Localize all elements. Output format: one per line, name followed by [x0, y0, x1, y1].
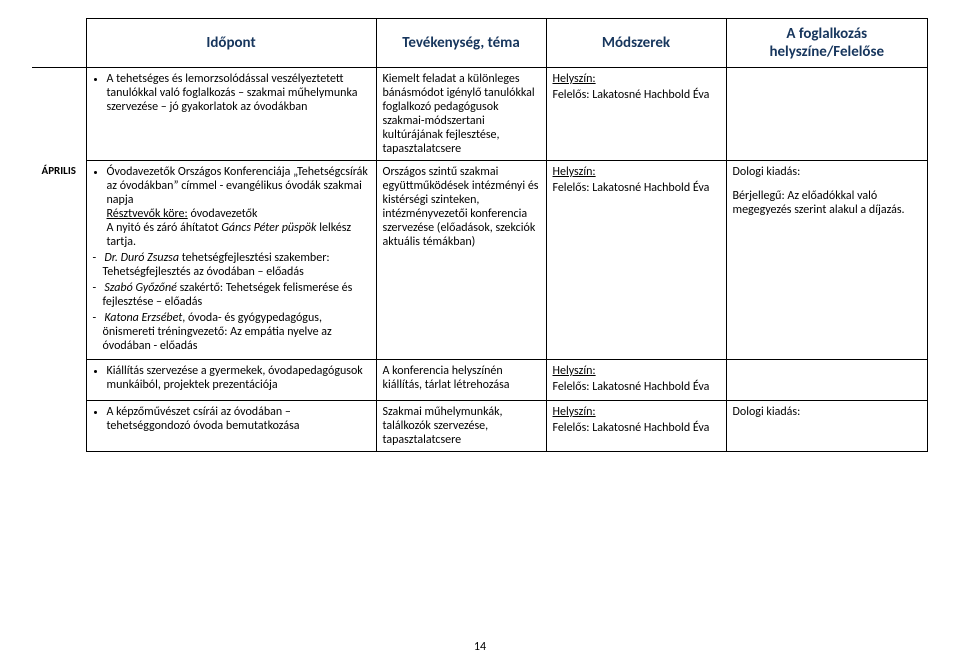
methods-cell: Kiemelt feladat a különleges bánásmódot …: [376, 68, 546, 161]
output-cell: [726, 360, 928, 401]
location-label: Helyszín:: [553, 165, 596, 179]
table-row: A képzőművészet csírái az óvodában – teh…: [32, 401, 928, 452]
location-label: Helyszín:: [553, 364, 596, 378]
output-cell: Dologi kiadás: Bérjellegű: Az előadókkal…: [726, 161, 928, 360]
activity-cell: Kiállítás szervezése a gyermekek, óvodap…: [86, 360, 376, 401]
month-cell-empty: [32, 401, 86, 452]
responsible-text: Felelős: Lakatosné Hachbold Éva: [553, 88, 720, 102]
activity-text: A tehetséges és lemorzsolódással veszély…: [107, 72, 370, 114]
speaker-item: - Dr. Duró Zsuzsa tehetségfejlesztési sz…: [103, 251, 370, 279]
speaker-item: - Szabó Győzőné szakértő: Tehetségek fel…: [103, 281, 370, 309]
header-modszerek: Módszerek: [546, 19, 726, 68]
methods-text: A konferencia helyszínén kiállítás, tárl…: [383, 364, 510, 392]
methods-cell: A konferencia helyszínén kiállítás, tárl…: [376, 360, 546, 401]
table-row: Kiállítás szervezése a gyermekek, óvodap…: [32, 360, 928, 401]
location-cell: Helyszín: Felelős: Lakatosné Hachbold Év…: [546, 161, 726, 360]
table-row: ÁPRILIS A tehetséges és lemorzsolódással…: [32, 68, 928, 161]
methods-text: Kiemelt feladat a különleges bánásmódot …: [383, 72, 535, 156]
activity-text: Kiállítás szervezése a gyermekek, óvodap…: [107, 364, 370, 392]
activity-text: A képzőművészet csírái az óvodában – teh…: [107, 405, 370, 433]
header-foglalkozas: A foglalkozás helyszíne/Felelőse: [726, 19, 928, 68]
speaker-item: - Katona Erzsébet, óvoda- és gyógypedagó…: [103, 311, 370, 353]
month-cell: ÁPRILIS: [32, 68, 86, 401]
location-cell: Helyszín: Felelős: Lakatosné Hachbold Év…: [546, 360, 726, 401]
location-label: Helyszín:: [553, 72, 596, 86]
activity-text: Óvodavezetők Országos Konferenciája „Teh…: [107, 165, 370, 249]
month-label: ÁPRILIS: [42, 164, 76, 177]
output-label: Dologi kiadás:: [733, 165, 922, 179]
page: Időpont Tevékenység, téma Módszerek A fo…: [0, 0, 960, 660]
header-tevekenyseg: Tevékenység, téma: [376, 19, 546, 68]
activity-cell: A képzőművészet csírái az óvodában – teh…: [86, 401, 376, 452]
page-number: 14: [0, 640, 960, 654]
table-row: Óvodavezetők Országos Konferenciája „Teh…: [32, 161, 928, 360]
output-cell: [726, 68, 928, 161]
activity-cell: Óvodavezetők Országos Konferenciája „Teh…: [86, 161, 376, 360]
output-label: Dologi kiadás:: [733, 405, 922, 419]
location-label: Helyszín:: [553, 405, 596, 419]
output-text: Bérjellegű: Az előadókkal való megegyezé…: [733, 189, 922, 217]
activity-cell: A tehetséges és lemorzsolódással veszély…: [86, 68, 376, 161]
responsible-text: Felelős: Lakatosné Hachbold Éva: [553, 421, 720, 435]
header-idopont: Időpont: [86, 19, 376, 68]
table-header-row: Időpont Tevékenység, téma Módszerek A fo…: [32, 19, 928, 68]
location-cell: Helyszín: Felelős: Lakatosné Hachbold Év…: [546, 401, 726, 452]
schedule-table: Időpont Tevékenység, téma Módszerek A fo…: [32, 18, 928, 452]
location-cell: Helyszín: Felelős: Lakatosné Hachbold Év…: [546, 68, 726, 161]
methods-text: Szakmai műhelymunkák, találkozók szervez…: [383, 405, 503, 447]
methods-cell: Országos szintű szakmai együttműködések …: [376, 161, 546, 360]
header-blank: [32, 19, 86, 68]
output-cell: Dologi kiadás:: [726, 401, 928, 452]
responsible-text: Felelős: Lakatosné Hachbold Éva: [553, 380, 720, 394]
methods-text: Országos szintű szakmai együttműködések …: [383, 165, 539, 249]
responsible-text: Felelős: Lakatosné Hachbold Éva: [553, 181, 720, 195]
methods-cell: Szakmai műhelymunkák, találkozók szervez…: [376, 401, 546, 452]
